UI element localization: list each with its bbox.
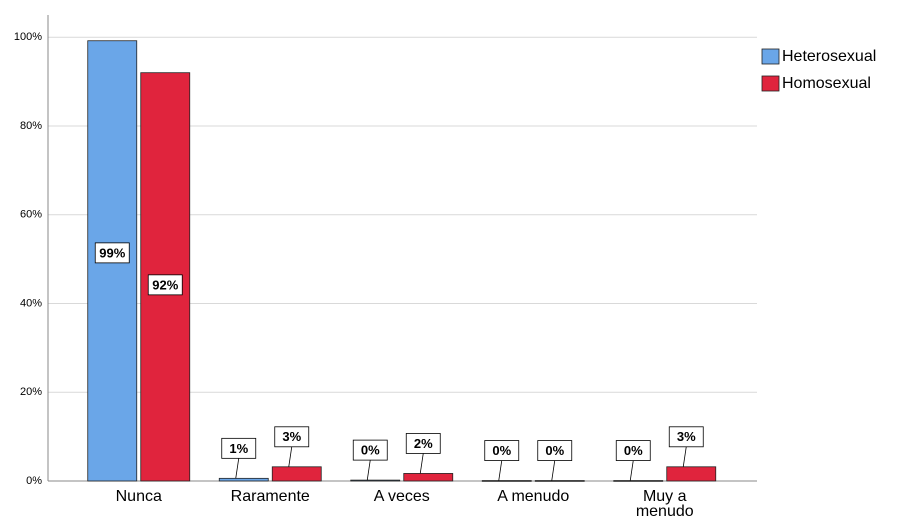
- y-tick-label: 100%: [14, 31, 42, 43]
- data-label: 3%: [282, 429, 301, 444]
- bar: [218, 477, 269, 482]
- bar: [613, 480, 664, 482]
- leader-line: [629, 460, 634, 481]
- y-tick-label: 60%: [20, 209, 42, 221]
- y-tick-label: 20%: [20, 386, 42, 398]
- data-label: 3%: [677, 429, 696, 444]
- bar: [534, 480, 585, 482]
- label-box: [405, 433, 441, 454]
- x-tick-label: Nunca: [115, 488, 162, 505]
- leader-line: [551, 460, 556, 481]
- label-box: [147, 274, 183, 296]
- y-tick-label: 80%: [20, 120, 42, 132]
- data-label: 0%: [624, 443, 643, 458]
- label-box: [615, 440, 651, 461]
- leader-line: [366, 460, 371, 481]
- legend-label: Heterosexual: [782, 48, 876, 65]
- bar: [481, 480, 532, 482]
- bar: [666, 466, 717, 482]
- x-tick-label: A menudo: [497, 488, 570, 505]
- label-box: [274, 426, 310, 448]
- data-label: 1%: [229, 441, 248, 456]
- leader-line: [498, 460, 503, 481]
- y-tick-label: 40%: [20, 297, 42, 309]
- legend-label: Homosexual: [782, 75, 871, 92]
- leader-line: [419, 453, 424, 474]
- data-label: 0%: [545, 443, 564, 458]
- leader-line: [235, 458, 240, 479]
- data-label: 2%: [414, 436, 433, 451]
- label-box: [484, 440, 520, 461]
- data-label: 0%: [492, 443, 511, 458]
- label-box: [94, 242, 130, 264]
- leader-line: [682, 446, 687, 467]
- bar: [271, 466, 322, 482]
- x-tick-label: A veces: [373, 488, 430, 505]
- bar: [403, 473, 454, 482]
- bar: [350, 479, 401, 482]
- legend-swatch: [761, 48, 780, 65]
- x-tick-label: Muy a menudo: [635, 488, 694, 520]
- label-box: [668, 426, 704, 448]
- y-tick-label: 0%: [26, 475, 42, 487]
- label-box: [352, 439, 388, 461]
- legend-swatch: [761, 75, 780, 92]
- data-label: 92%: [152, 277, 178, 292]
- data-label: 0%: [361, 443, 380, 458]
- leader-line: [288, 446, 293, 467]
- x-tick-label: Raramente: [230, 488, 310, 505]
- data-label: 99%: [99, 245, 125, 260]
- label-box: [221, 437, 257, 459]
- label-box: [537, 440, 573, 461]
